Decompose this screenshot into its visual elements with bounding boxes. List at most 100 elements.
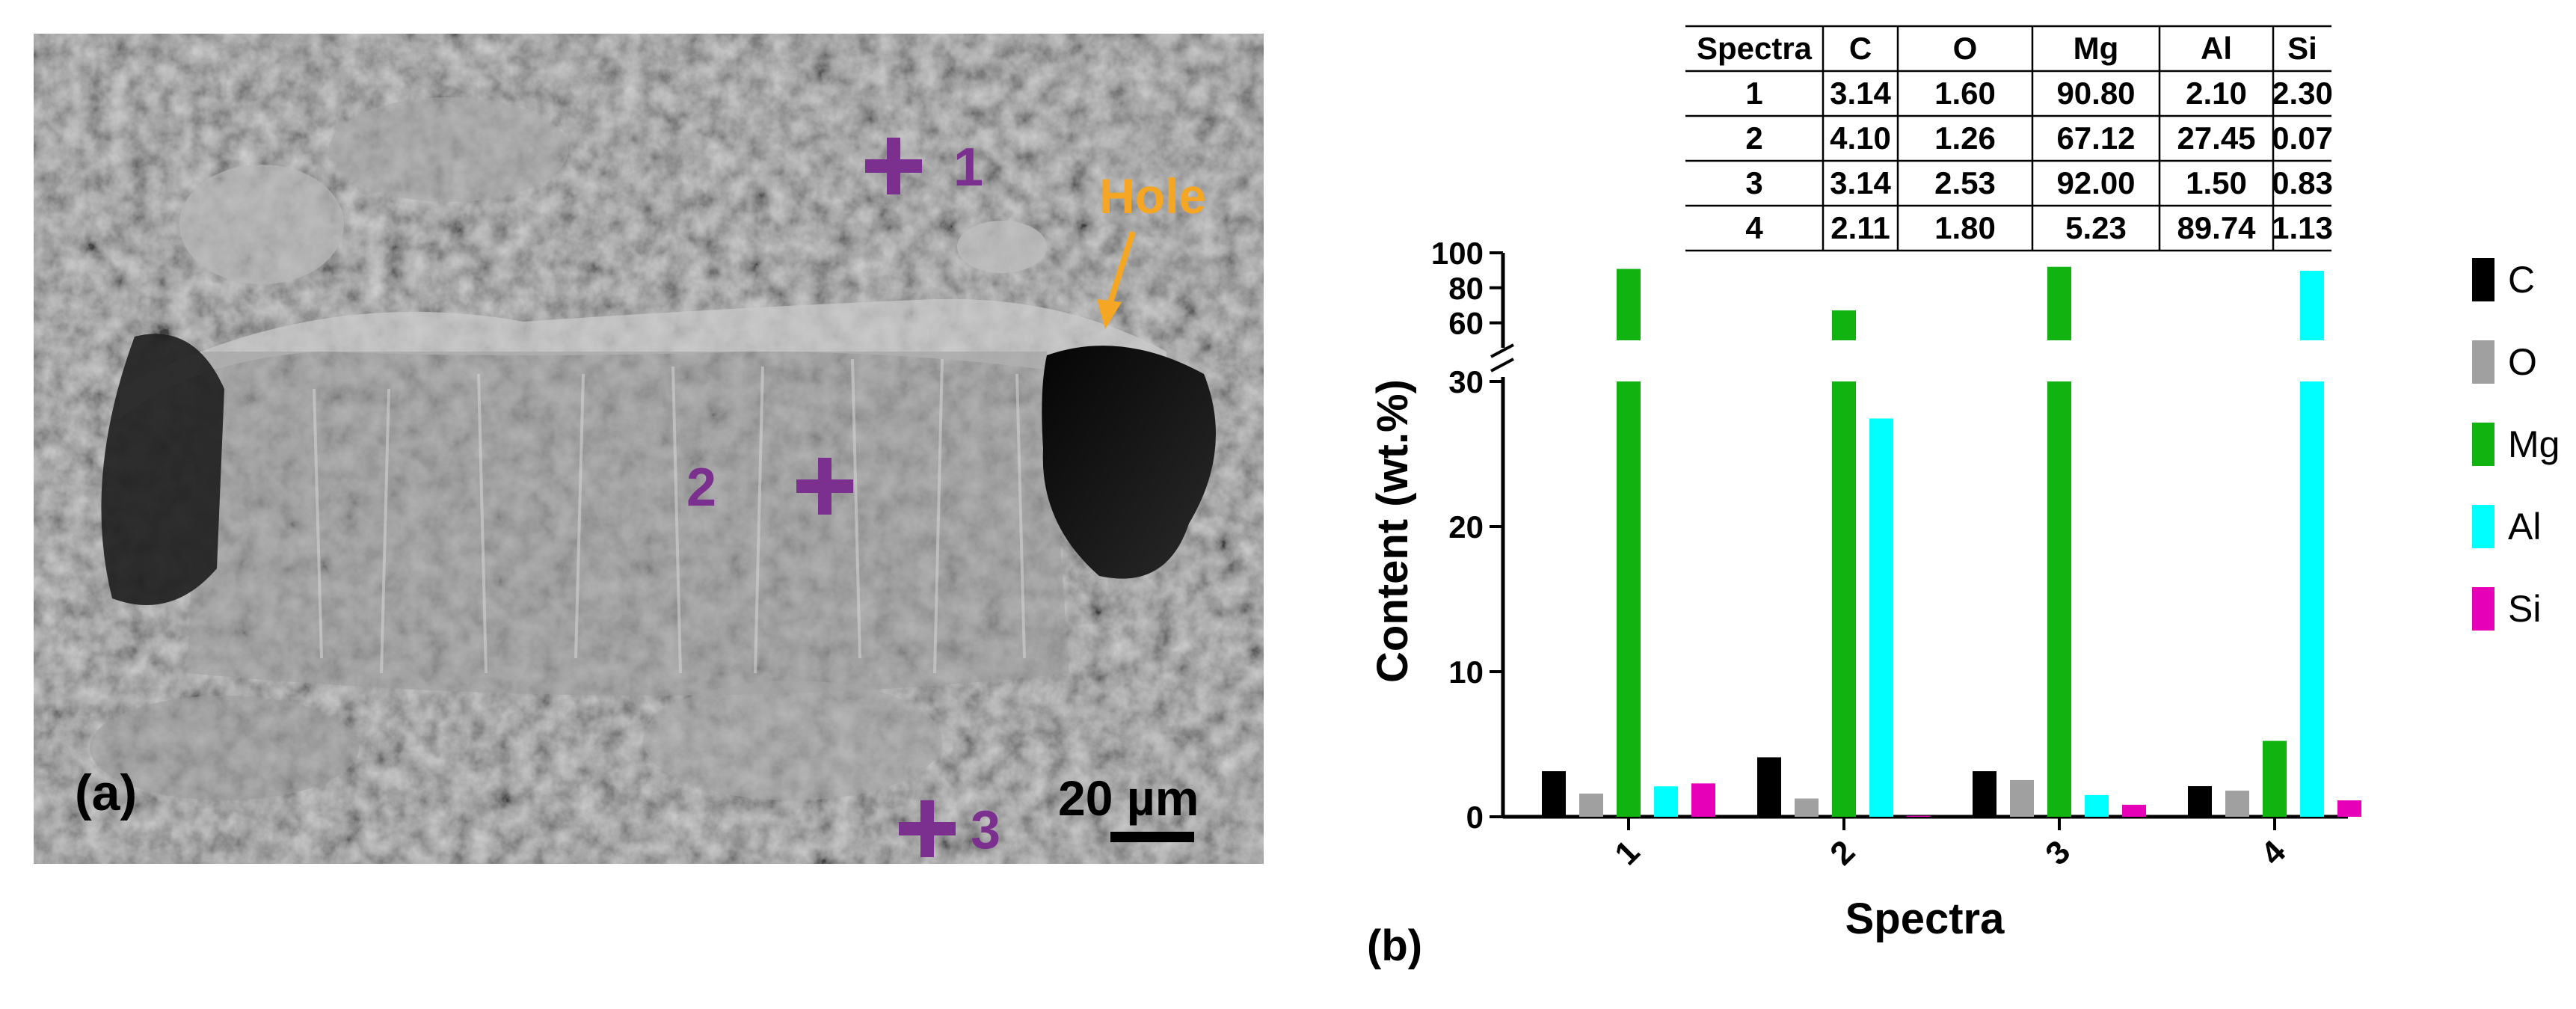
bar-c-spectrum-4 [2188, 786, 2212, 817]
table-cell: 0.83 [2272, 165, 2333, 200]
table-cell: 5.23 [2065, 210, 2127, 245]
bar-c-spectrum-2 [1757, 757, 1781, 817]
crater-rim [120, 298, 1166, 419]
bar-o-spectrum-3 [2010, 779, 2034, 817]
table-cell: 2 [1745, 120, 1762, 156]
bar-o-spectrum-1 [1579, 793, 1603, 817]
bar-si-spectrum-4 [2337, 800, 2361, 817]
hole-arrow [1106, 230, 1136, 308]
x-tick-label: 1 [1608, 833, 1647, 872]
legend-swatch-o [2472, 340, 2494, 384]
x-tick-label: 4 [2254, 833, 2293, 872]
bar-c-spectrum-1 [1542, 771, 1566, 817]
y-tick-label: 30 [1448, 364, 1484, 399]
table-cell: 4 [1745, 210, 1763, 245]
bar-mg-spectrum-3-upper [2047, 266, 2071, 340]
y-tick-label: 80 [1448, 271, 1484, 306]
legend-label-al: Al [2508, 506, 2541, 548]
table-header-cell: Si [2287, 31, 2317, 66]
bar-al-spectrum-4 [2300, 381, 2324, 817]
bar-mg-spectrum-4 [2263, 740, 2287, 817]
x-tick-label: 2 [1823, 833, 1862, 872]
spectra-table: Spectra C O Mg Al Si 1 3.14 1.60 90.80 2.10 2.30 2 4.… [1685, 25, 2333, 252]
legend-swatch-si [2472, 587, 2494, 631]
x-axis-title: Spectra [1845, 895, 2005, 943]
table-cell: 92.00 [2056, 165, 2135, 200]
table-cell: 2.10 [2186, 76, 2247, 111]
table-header-cell: Al [2201, 31, 2232, 66]
bar-si-spectrum-1 [1691, 783, 1715, 817]
table-cell: 67.12 [2056, 120, 2135, 156]
axis-break-mark [1490, 358, 1514, 372]
bar-al-spectrum-4-upper [2300, 271, 2324, 340]
bar-o-spectrum-2 [1795, 798, 1819, 817]
table-cell: 2.53 [1934, 165, 1996, 200]
x-tick-label: 3 [2038, 833, 2077, 872]
legend-swatch-al [2472, 505, 2494, 548]
table-cell: 27.45 [2177, 120, 2255, 156]
bar-si-spectrum-3 [2122, 804, 2146, 817]
table-cell: 3 [1745, 165, 1762, 200]
left-cavity [101, 334, 224, 605]
legend-label-c: C [2508, 259, 2535, 301]
bar-mg-spectrum-2 [1832, 381, 1856, 817]
axis-break-mark [1490, 343, 1514, 358]
panel-b-label: (b) [1367, 921, 1422, 970]
table-cell: 3.14 [1830, 165, 1891, 200]
marker-3-label: 3 [971, 800, 1000, 860]
marker-1-label: 1 [953, 138, 983, 197]
legend-label-si: Si [2508, 588, 2541, 630]
table-cell: 3.14 [1830, 76, 1891, 111]
crosshair-marker [899, 800, 956, 857]
hole-label: Hole [1099, 168, 1206, 224]
bar-mg-spectrum-1-upper [1617, 269, 1641, 340]
melt-region [187, 352, 1069, 696]
table-cell: 89.74 [2177, 210, 2256, 245]
table-cell: 1 [1745, 76, 1762, 111]
table-cell: 90.80 [2056, 76, 2135, 111]
table-header-cell: Spectra [1697, 31, 1813, 66]
crosshair-marker [865, 138, 922, 194]
legend-swatch-c [2472, 258, 2494, 301]
table-cell: 0.07 [2272, 120, 2333, 156]
table-cell: 1.13 [2272, 210, 2333, 245]
y-axis-title: Content (wt.%) [1368, 379, 1417, 683]
hole [1042, 346, 1216, 579]
table-cell: 2.30 [2272, 76, 2333, 111]
bar-al-spectrum-1 [1654, 786, 1678, 817]
legend-swatch-mg [2472, 423, 2494, 466]
table-header-cell: Mg [2074, 31, 2119, 66]
scale-bar-label: 20 µm [1058, 770, 1199, 826]
bar-c-spectrum-3 [1973, 771, 1996, 817]
bar-o-spectrum-4 [2225, 791, 2249, 817]
y-tick-label: 100 [1431, 236, 1484, 271]
bar-si-spectrum-2 [1907, 815, 1931, 817]
panel-a-label: (a) [75, 764, 137, 821]
table-header-cell: O [1953, 31, 1978, 66]
y-tick-label: 60 [1448, 306, 1484, 341]
table-header-cell: C [1849, 31, 1872, 66]
y-tick-label: 10 [1448, 654, 1484, 690]
bar-mg-spectrum-2-upper [1832, 310, 1856, 340]
table-cell: 1.60 [1934, 76, 1996, 111]
table-cell: 1.26 [1934, 120, 1996, 156]
table-cell: 2.11 [1830, 210, 1890, 245]
legend-label-o: O [2508, 341, 2537, 383]
bar-mg-spectrum-3 [2047, 381, 2071, 817]
legend: CO Mg Al Si [2472, 258, 2560, 631]
y-tick-label: 20 [1448, 509, 1484, 545]
scale-bar [1110, 832, 1194, 842]
marker-2-label: 2 [686, 458, 716, 518]
legend-label-mg: Mg [2508, 423, 2560, 465]
table-cell: 1.50 [2186, 165, 2247, 200]
crosshair-marker [796, 458, 853, 515]
bar-mg-spectrum-1 [1617, 381, 1641, 817]
bar-al-spectrum-2 [1869, 418, 1893, 817]
table-cell: 1.80 [1934, 210, 1996, 245]
table-cell: 4.10 [1830, 120, 1891, 156]
bar-al-spectrum-3 [2085, 794, 2109, 817]
y-tick-label: 0 [1466, 800, 1484, 835]
